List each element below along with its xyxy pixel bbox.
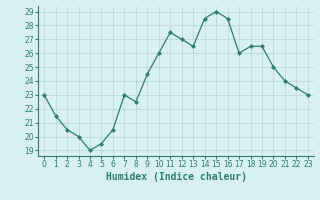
X-axis label: Humidex (Indice chaleur): Humidex (Indice chaleur) [106,172,246,182]
